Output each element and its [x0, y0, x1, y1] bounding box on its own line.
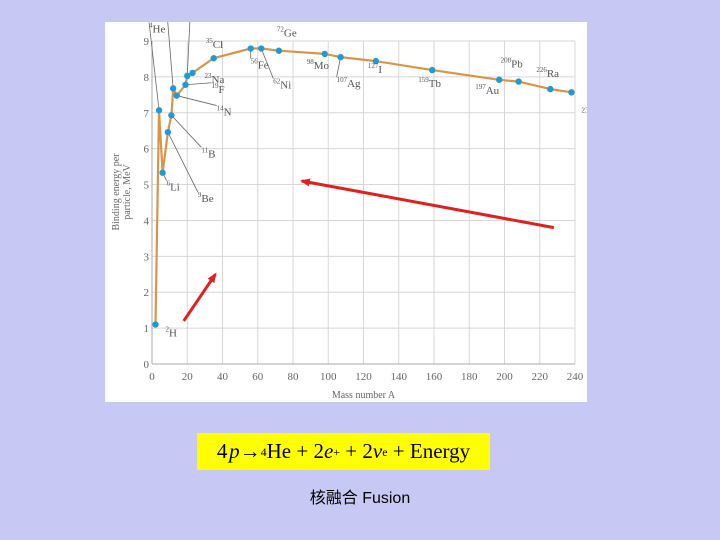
point-label-pb: 208Pb	[501, 57, 524, 71]
x-tick-label: 120	[355, 371, 372, 383]
data-point-c	[169, 85, 177, 92]
x-tick-label: 140	[391, 371, 408, 383]
point-label-cl: 35Cl	[206, 37, 223, 51]
eq-arrow-icon: →	[239, 439, 261, 463]
callout-line	[167, 22, 174, 89]
y-tick-label: 3	[144, 251, 150, 263]
data-point-ni	[258, 45, 265, 52]
data-point-pb	[515, 78, 522, 85]
y-tick-label: 6	[144, 144, 150, 156]
x-tick-label: 180	[461, 371, 478, 383]
y-tick-label: 2	[144, 287, 150, 299]
point-label-ag: 107Ag	[337, 76, 361, 90]
data-point-cl	[210, 55, 217, 62]
callout-line	[148, 22, 160, 111]
chart-panel: 0 20 40 60 80 100 120 140 160 180 200 220 240 0 1 2 3 4 5 6…	[105, 22, 587, 402]
eq-plus: +	[345, 439, 358, 463]
point-label-i: 127I	[368, 62, 383, 76]
data-point-f	[182, 81, 189, 88]
point-label-h: 2H	[166, 326, 178, 340]
x-tick-label: 220	[532, 371, 549, 383]
callout-line	[186, 22, 191, 76]
x-tick-label: 20	[182, 371, 194, 383]
fusion-arrow	[182, 272, 217, 322]
eq-coeff-2b: 2	[362, 439, 373, 463]
point-label-he: 4He	[149, 22, 165, 35]
data-point-be	[164, 128, 172, 136]
x-tick-label: 240	[567, 371, 584, 383]
binding-energy-chart: 0 20 40 60 80 100 120 140 160 180 200 220 2400123456…	[111, 22, 587, 401]
eq-coeff-2a: 2	[313, 439, 324, 463]
y-tick-label: 1	[144, 323, 150, 335]
data-point-na	[189, 69, 196, 77]
data-point-ge	[275, 47, 283, 54]
point-label-na: 23Na	[205, 72, 225, 86]
eq-energy: Energy	[409, 439, 471, 463]
point-label-be: 9Be	[198, 191, 214, 205]
point-label-ni: 62Ni	[273, 78, 291, 92]
eq-plus: +	[392, 439, 405, 463]
data-point-tb	[429, 66, 436, 74]
eq-positron: e	[323, 439, 334, 463]
data-point-i	[372, 57, 380, 65]
data-point-mo	[321, 50, 328, 58]
x-tick-label: 0	[149, 371, 155, 383]
callout-line	[176, 95, 217, 106]
x-tick-label: 100	[320, 371, 337, 383]
eq-neutrino: ν	[372, 439, 383, 463]
point-label-au: 197Au	[475, 83, 499, 97]
eq-plus: +	[296, 439, 309, 463]
x-axis-label: Mass number A	[332, 390, 396, 401]
point-label-mo: 98Mo	[307, 58, 330, 72]
data-point-ne	[184, 72, 191, 80]
y-tick-label: 9	[144, 36, 150, 48]
eq-helium: He	[266, 439, 292, 463]
point-label-n: 14N	[217, 105, 232, 119]
binding-energy-curve	[154, 47, 572, 325]
data-point-b	[168, 112, 175, 119]
x-tick-label: 200	[496, 371, 513, 383]
callout-line	[336, 57, 341, 78]
eq-coeff-4: 4	[216, 439, 228, 463]
callout-line	[260, 48, 274, 79]
callout-line	[171, 115, 202, 148]
slide-caption: 核融合 Fusion	[309, 490, 411, 507]
data-point-ag	[337, 53, 344, 61]
callout-line	[185, 82, 212, 86]
data-point-ra	[547, 85, 554, 93]
point-label-ra: 226Ra	[536, 66, 559, 80]
data-point-n	[173, 92, 180, 99]
y-tick-label: 8	[144, 72, 150, 84]
eq-proton: p	[229, 439, 240, 463]
point-label-b: 11B	[201, 146, 215, 160]
x-tick-label: 40	[217, 371, 229, 383]
y-tick-label: 4	[144, 215, 150, 227]
point-label-fe: 56Fe	[251, 58, 269, 72]
x-tick-label: 60	[252, 371, 264, 383]
data-point-au	[496, 76, 503, 83]
x-tick-label: 80	[288, 371, 300, 383]
data-point-u	[568, 89, 575, 96]
y-tick-label: 0	[144, 359, 150, 371]
y-tick-label: 7	[144, 108, 150, 120]
point-label-li: 6Li	[167, 180, 180, 194]
point-label-u: 238U	[581, 106, 587, 120]
data-point-fe	[247, 45, 254, 52]
data-point-he	[155, 107, 163, 114]
point-label-ge: 72Ge	[277, 26, 297, 40]
fission-arrow	[299, 178, 555, 230]
y-tick-label: 5	[144, 180, 150, 192]
callout-line	[167, 131, 199, 193]
y-axis-label: Binding energy per	[111, 153, 122, 231]
y-axis-label: particle, MeV	[122, 163, 133, 219]
x-tick-label: 160	[426, 371, 443, 383]
data-point-h	[152, 321, 159, 328]
data-point-li	[159, 169, 166, 176]
point-label-f: 19F	[211, 82, 224, 96]
point-label-tb: 159Tb	[418, 76, 441, 90]
